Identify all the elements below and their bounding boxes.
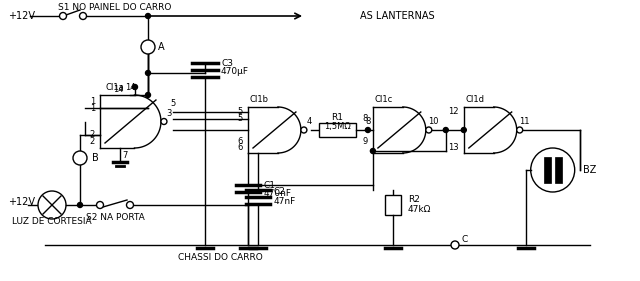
Text: CHASSI DO CARRO: CHASSI DO CARRO bbox=[178, 253, 262, 262]
Text: AS LANTERNAS: AS LANTERNAS bbox=[360, 11, 435, 21]
Text: C2: C2 bbox=[274, 187, 286, 196]
Text: 2: 2 bbox=[90, 137, 95, 146]
Circle shape bbox=[516, 127, 523, 133]
Text: R2: R2 bbox=[408, 196, 420, 205]
Circle shape bbox=[145, 13, 150, 19]
Text: A: A bbox=[158, 42, 164, 52]
Text: 47kΩ: 47kΩ bbox=[408, 205, 431, 214]
Text: B: B bbox=[92, 153, 99, 163]
Text: 7: 7 bbox=[122, 151, 128, 160]
Text: +12V: +12V bbox=[8, 197, 35, 207]
Circle shape bbox=[426, 127, 432, 133]
Circle shape bbox=[132, 85, 138, 90]
Circle shape bbox=[77, 203, 83, 207]
Text: 14: 14 bbox=[125, 83, 135, 92]
Circle shape bbox=[145, 92, 150, 98]
Text: LUZ DE CORTESIA: LUZ DE CORTESIA bbox=[12, 216, 92, 225]
Circle shape bbox=[97, 201, 104, 209]
Text: 1: 1 bbox=[90, 96, 95, 105]
Text: 12: 12 bbox=[448, 108, 459, 117]
Text: 11: 11 bbox=[520, 117, 530, 126]
Text: 1: 1 bbox=[90, 104, 95, 113]
Text: R1: R1 bbox=[332, 114, 344, 123]
Text: BZ: BZ bbox=[582, 165, 596, 175]
Text: 5: 5 bbox=[237, 108, 243, 117]
Text: 6: 6 bbox=[237, 137, 243, 146]
Text: CI1d: CI1d bbox=[466, 94, 485, 103]
Circle shape bbox=[141, 40, 155, 54]
Text: CI1a: CI1a bbox=[105, 83, 124, 92]
Text: 470nF: 470nF bbox=[264, 189, 292, 198]
Bar bbox=[555, 157, 562, 183]
Text: CI1c: CI1c bbox=[375, 94, 393, 103]
Text: 5: 5 bbox=[170, 99, 175, 108]
Text: 13: 13 bbox=[448, 144, 459, 153]
Circle shape bbox=[365, 128, 371, 133]
Circle shape bbox=[38, 191, 66, 219]
Text: 9: 9 bbox=[363, 137, 368, 146]
Circle shape bbox=[444, 128, 448, 133]
Circle shape bbox=[60, 12, 67, 19]
Bar bbox=[385, 195, 401, 215]
Circle shape bbox=[371, 148, 376, 153]
Text: 4: 4 bbox=[307, 117, 312, 126]
Text: 10: 10 bbox=[429, 117, 439, 126]
Circle shape bbox=[79, 12, 86, 19]
Text: C1: C1 bbox=[264, 180, 276, 189]
Text: S2 NA PORTA: S2 NA PORTA bbox=[86, 212, 145, 221]
Text: 470μF: 470μF bbox=[221, 67, 249, 76]
Circle shape bbox=[531, 148, 575, 192]
Circle shape bbox=[73, 151, 87, 165]
Text: CI1b: CI1b bbox=[250, 94, 269, 103]
Text: +12V: +12V bbox=[8, 11, 35, 21]
Text: 3: 3 bbox=[166, 109, 172, 118]
Text: 1,5MΩ: 1,5MΩ bbox=[324, 121, 351, 130]
Text: 47nF: 47nF bbox=[274, 198, 296, 207]
Text: 14: 14 bbox=[113, 85, 124, 94]
Text: 5: 5 bbox=[237, 114, 243, 123]
Circle shape bbox=[127, 201, 134, 209]
Text: 2: 2 bbox=[90, 130, 95, 139]
Circle shape bbox=[161, 119, 167, 124]
Bar bbox=[544, 157, 550, 183]
Circle shape bbox=[461, 128, 467, 133]
Text: C: C bbox=[462, 235, 468, 244]
Circle shape bbox=[451, 241, 459, 249]
Text: C3: C3 bbox=[221, 58, 233, 67]
Circle shape bbox=[301, 127, 307, 133]
Text: 8: 8 bbox=[362, 114, 368, 123]
Circle shape bbox=[145, 71, 150, 76]
Text: 8: 8 bbox=[365, 117, 371, 126]
Text: 6: 6 bbox=[237, 144, 243, 153]
Text: S1 NO PAINEL DO CARRO: S1 NO PAINEL DO CARRO bbox=[58, 3, 172, 12]
Bar bbox=[319, 123, 356, 137]
